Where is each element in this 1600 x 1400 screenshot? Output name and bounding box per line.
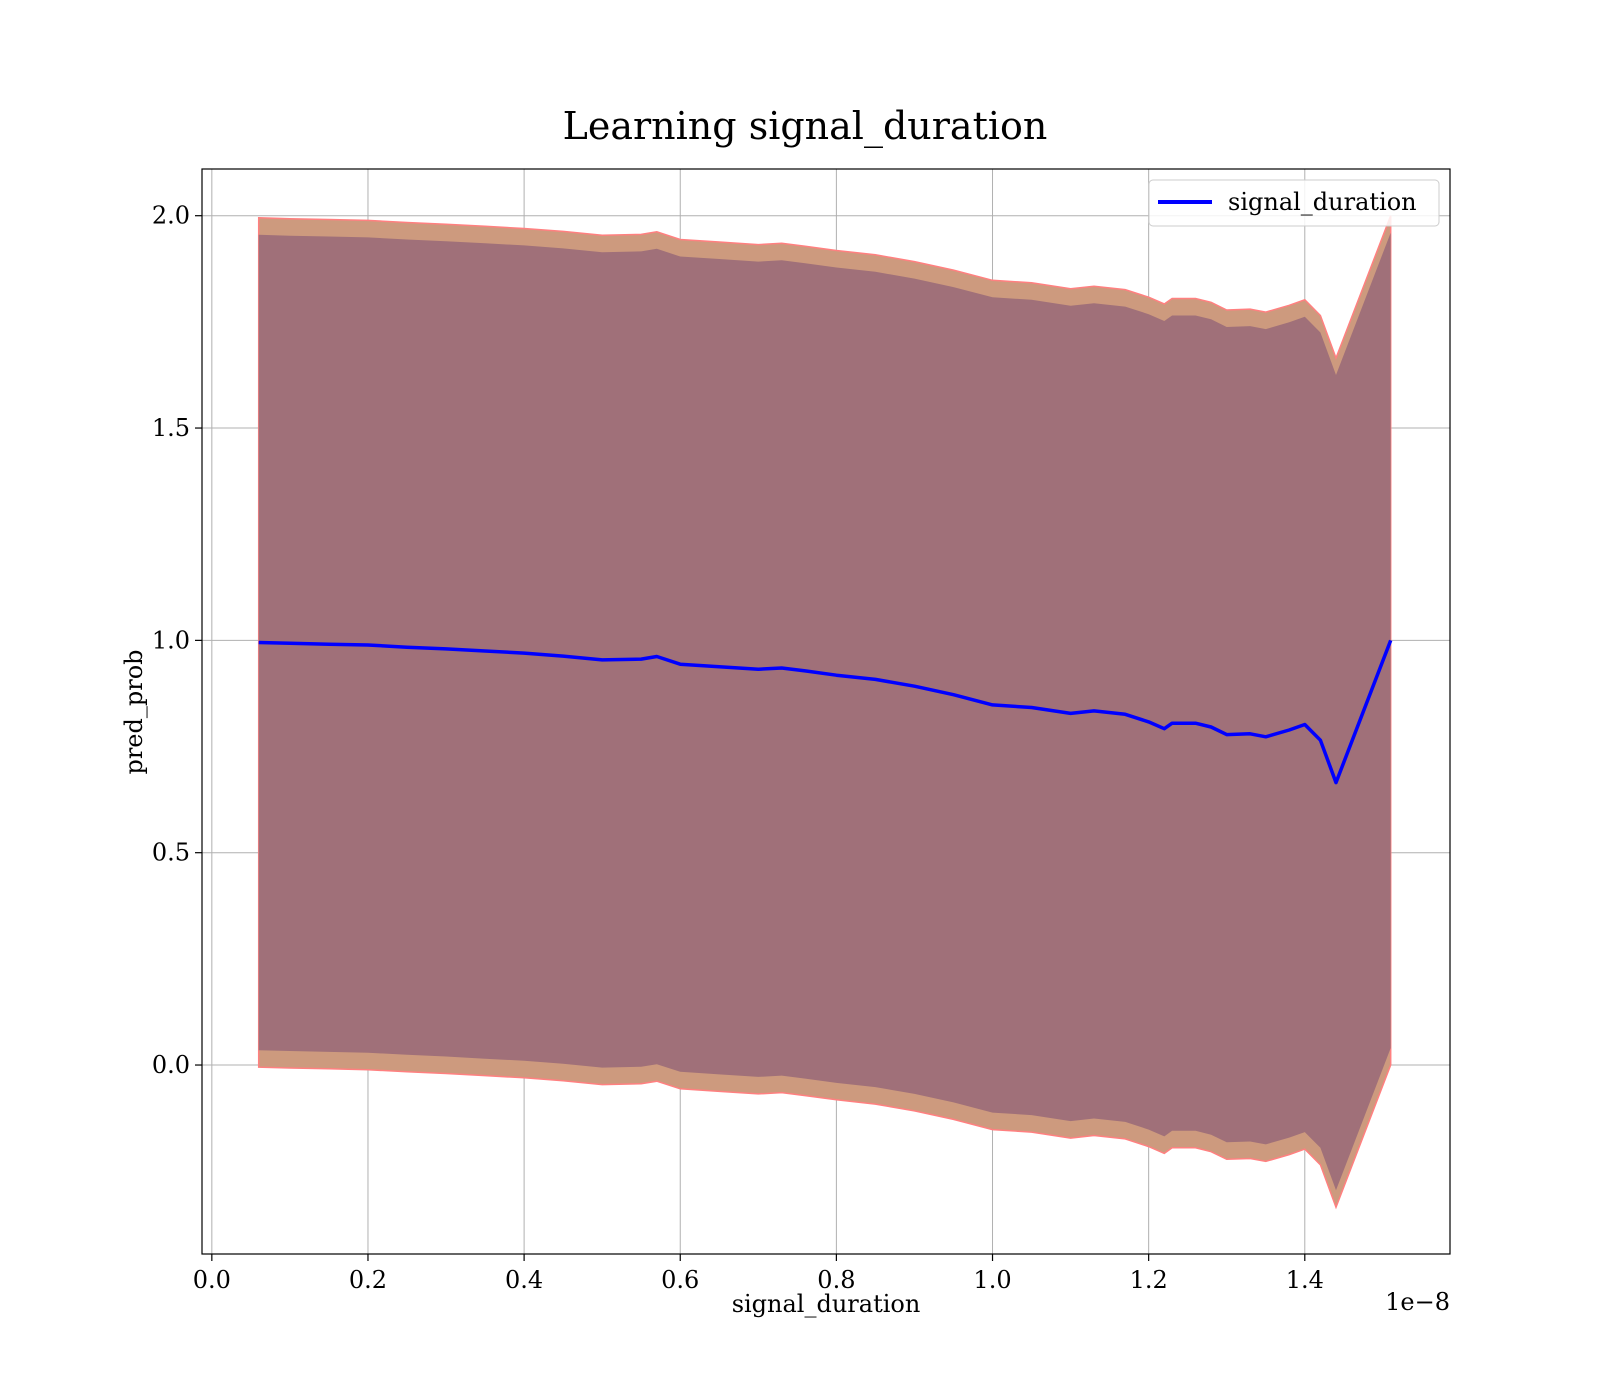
y-tick-label-3: 1.5 [152,414,190,442]
legend-frame [1148,179,1440,227]
x-tick-label-5: 1.0 [973,1266,1011,1294]
series-line-0 [258,639,1393,785]
x-tick-label-6: 1.2 [1130,1266,1168,1294]
confidence-bands [257,215,1392,1210]
legend: signal_duration [1148,179,1440,227]
x-tick-label-1: 0.2 [349,1266,387,1294]
series-lines [258,639,1393,785]
y-tick-label-4: 2.0 [152,202,190,230]
x-tick-label-3: 0.6 [661,1266,699,1294]
x-tick-label-4: 0.8 [817,1266,855,1294]
x-tick-label-2: 0.4 [505,1266,543,1294]
x-axis-offset-label: 1e−8 [1385,1288,1450,1316]
y-tick-label-2: 1.0 [152,626,190,654]
legend-label: signal_duration [1228,188,1417,216]
x-tick-label-7: 1.4 [1286,1266,1324,1294]
y-axis-label: pred_prob [120,649,148,774]
y-tick-label-0: 0.0 [152,1051,190,1079]
x-axis-ticks: 0.0 0.2 0.4 0.6 0.8 1.0 1.2 1.4 [193,1254,1324,1294]
chart-title: Learning signal_duration [563,104,1048,149]
inner-band [258,232,1391,1191]
x-axis-label: signal_duration [732,1290,921,1318]
y-tick-label-1: 0.5 [152,839,190,867]
y-axis-ticks: 0.0 0.5 1.0 1.5 2.0 [152,202,202,1079]
x-tick-label-0: 0.0 [193,1266,231,1294]
plot-frame [201,168,1451,1255]
